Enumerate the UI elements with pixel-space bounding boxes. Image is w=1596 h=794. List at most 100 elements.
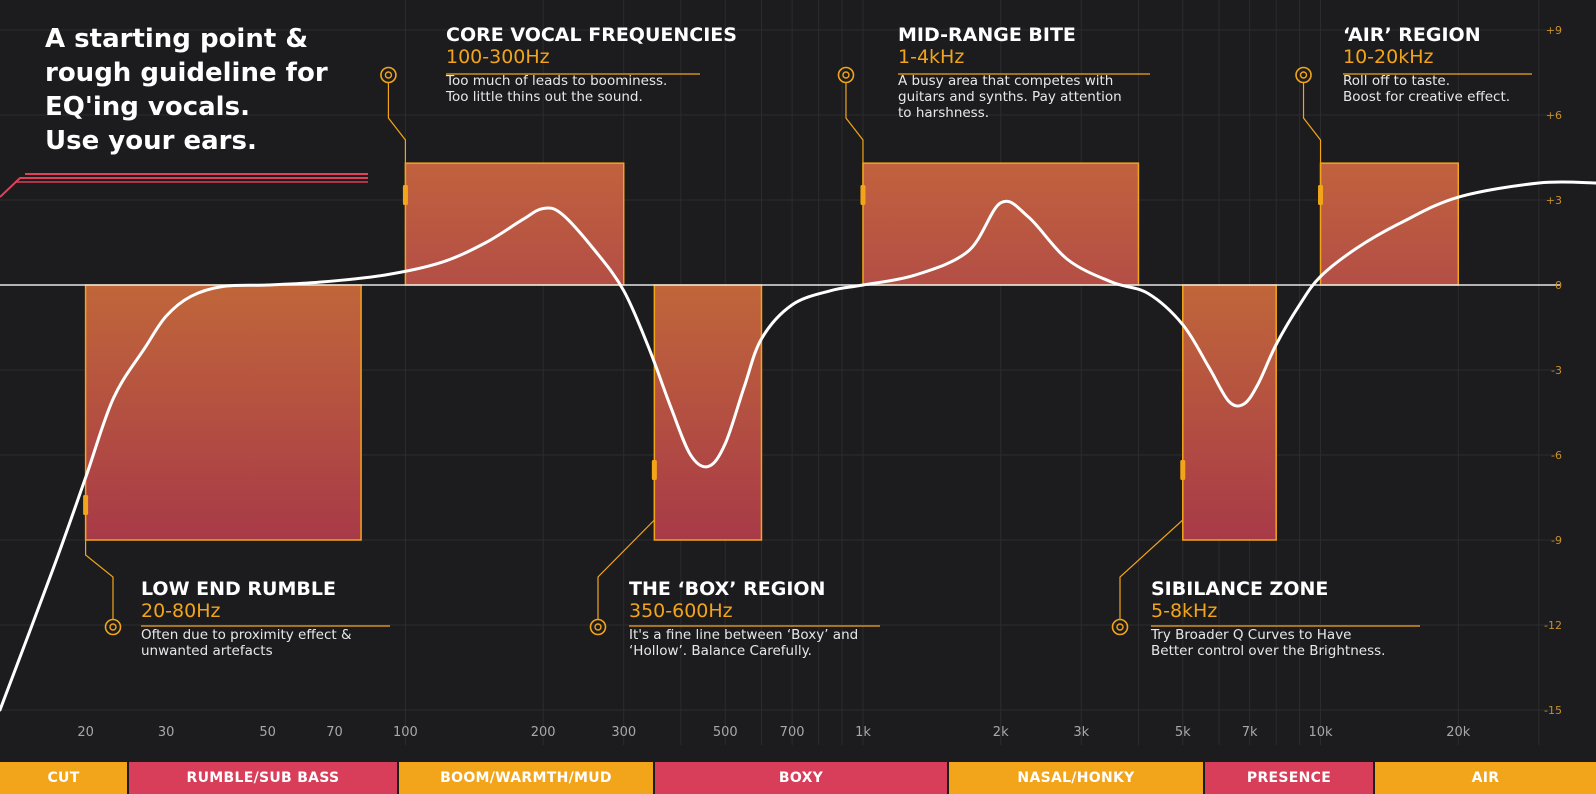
leader-line — [1302, 83, 1322, 195]
x-tick-label: 20 — [77, 725, 94, 740]
region-desc-line: unwanted artefacts — [141, 643, 273, 659]
band-presence: PRESENCE — [1205, 762, 1373, 794]
region-sibilance: SIBILANCE ZONE 5-8kHz Try Broader Q Curv… — [1151, 578, 1385, 659]
y-tick-label: +3 — [1546, 194, 1562, 207]
eq-box-mid — [862, 162, 1140, 286]
decoration — [0, 173, 368, 198]
y-tick-label: -6 — [1551, 449, 1562, 462]
target-icon-dot — [842, 71, 850, 79]
y-axis-ticks: +9 +6 +3 0 -3 -6 -9 -12 -15 — [1544, 24, 1562, 717]
region-description: It's a fine line between ‘Boxy’ and ‘Hol… — [629, 627, 858, 659]
x-tick-label: 70 — [326, 725, 343, 740]
y-tick-label: -12 — [1544, 619, 1562, 632]
y-tick-label: -9 — [1551, 534, 1562, 547]
intro-line: Use your ears. — [45, 126, 257, 156]
region-desc-line: guitars and synths. Pay attention — [898, 89, 1122, 105]
target-icon-dot — [109, 623, 117, 631]
x-tick-label: 20k — [1446, 725, 1471, 740]
target-icon — [380, 66, 397, 84]
eq-box-low — [84, 284, 362, 541]
frequency-bands: CUT RUMBLE/SUB BASS BOOM/WARMTH/MUD BOXY… — [0, 762, 1596, 794]
region-description: Too much of leads to boominess. Too litt… — [446, 73, 737, 105]
eq-box-box — [653, 284, 763, 541]
intro-text: A starting point & rough guideline for E… — [45, 22, 385, 158]
intro-line: A starting point & — [45, 24, 309, 54]
target-icon-dot — [384, 71, 393, 79]
region-title: ‘AIR’ REGION — [1343, 24, 1481, 46]
target-icon-dot — [594, 623, 602, 631]
target-icon — [837, 66, 855, 84]
region-desc-line: Boost for creative effect. — [1343, 89, 1511, 105]
region-description: Often due to proximity effect & unwanted… — [141, 627, 351, 659]
region-leaders — [83, 66, 1532, 636]
region-title: SIBILANCE ZONE — [1151, 578, 1329, 600]
x-tick-label: 30 — [158, 725, 175, 740]
y-tick-label: 0 — [1555, 279, 1562, 292]
region-desc-line: It's a fine line between ‘Boxy’ and — [629, 627, 859, 643]
box-handle — [860, 185, 866, 205]
eq-boxes — [84, 162, 1460, 541]
leader-line — [1119, 480, 1184, 619]
x-tick-label: 200 — [531, 725, 556, 740]
target-icon — [589, 618, 607, 636]
region-core-vocal: CORE VOCAL FREQUENCIES 100-300Hz Too muc… — [446, 24, 737, 105]
target-icon — [1295, 66, 1312, 84]
x-tick-label: 100 — [393, 725, 418, 740]
region-desc-line: Too little thins out the sound. — [446, 89, 643, 105]
y-tick-label: -15 — [1544, 704, 1562, 717]
box-handle — [83, 495, 89, 515]
region-title: MID-RANGE BITE — [898, 24, 1076, 46]
region-desc-line: Roll off to taste. — [1343, 73, 1451, 89]
target-icon — [1111, 618, 1129, 636]
x-tick-label: 7k — [1242, 725, 1258, 740]
band-nasal: NASAL/HONKY — [949, 762, 1203, 794]
x-tick-label: 10k — [1308, 725, 1333, 740]
box-handle — [1318, 185, 1324, 205]
intro-line: rough guideline for — [45, 58, 328, 88]
region-range: 1-4kHz — [898, 46, 965, 68]
band-boom: BOOM/WARMTH/MUD — [399, 762, 653, 794]
box-handle — [402, 185, 408, 205]
eq-curve — [0, 180, 1596, 712]
target-icon — [104, 618, 122, 636]
eq-box-sib — [1182, 284, 1277, 541]
intro-line: EQ'ing vocals. — [45, 92, 250, 122]
x-tick-label: 300 — [611, 725, 636, 740]
y-tick-label: +6 — [1546, 109, 1562, 122]
region-range: 100-300Hz — [446, 46, 550, 68]
band-air: AIR — [1375, 762, 1596, 794]
band-boxy: BOXY — [655, 762, 947, 794]
region-desc-line: A busy area that competes with — [898, 73, 1114, 89]
region-desc-line: to harshness. — [898, 105, 990, 121]
x-axis-ticks: 20 30 50 70 100 200 300 500 700 1k 2k 3k 5k 7k 10k 20k — [77, 725, 1470, 740]
region-box: THE ‘BOX’ REGION 350-600Hz It's a fine l… — [629, 578, 858, 659]
x-tick-label: 500 — [713, 725, 738, 740]
y-tick-label: +9 — [1546, 24, 1562, 37]
leader-line — [85, 515, 114, 619]
region-desc-line: Better control over the Brightness. — [1151, 643, 1386, 659]
box-handle — [651, 460, 657, 480]
region-range: 20-80Hz — [141, 600, 221, 622]
region-low-end-rumble: LOW END RUMBLE 20-80Hz Often due to prox… — [141, 578, 351, 659]
region-desc-line: ‘Hollow’. Balance Carefully. — [629, 643, 812, 659]
region-range: 350-600Hz — [629, 600, 733, 622]
target-icon-dot — [1116, 623, 1124, 631]
x-tick-label: 3k — [1073, 725, 1089, 740]
x-tick-label: 2k — [993, 725, 1009, 740]
leader-line — [845, 83, 864, 195]
x-tick-label: 700 — [780, 725, 805, 740]
band-rumble: RUMBLE/SUB BASS — [129, 762, 397, 794]
target-icon-dot — [1299, 71, 1308, 79]
region-description: Try Broader Q Curves to Have Better cont… — [1151, 627, 1385, 659]
decor-line — [0, 177, 368, 198]
region-range: 10-20kHz — [1343, 46, 1434, 68]
region-air: ‘AIR’ REGION 10-20kHz Roll off to taste.… — [1343, 24, 1510, 105]
region-mid-range-bite: MID-RANGE BITE 1-4kHz A busy area that c… — [898, 24, 1122, 121]
region-description: A busy area that competes with guitars a… — [898, 73, 1122, 121]
region-desc-line: Often due to proximity effect & — [141, 627, 352, 643]
region-description: Roll off to taste. Boost for creative ef… — [1343, 73, 1510, 105]
leader-line — [387, 83, 407, 195]
y-tick-label: -3 — [1551, 364, 1562, 377]
eq-box-air — [1319, 162, 1460, 286]
region-range: 5-8kHz — [1151, 600, 1218, 622]
